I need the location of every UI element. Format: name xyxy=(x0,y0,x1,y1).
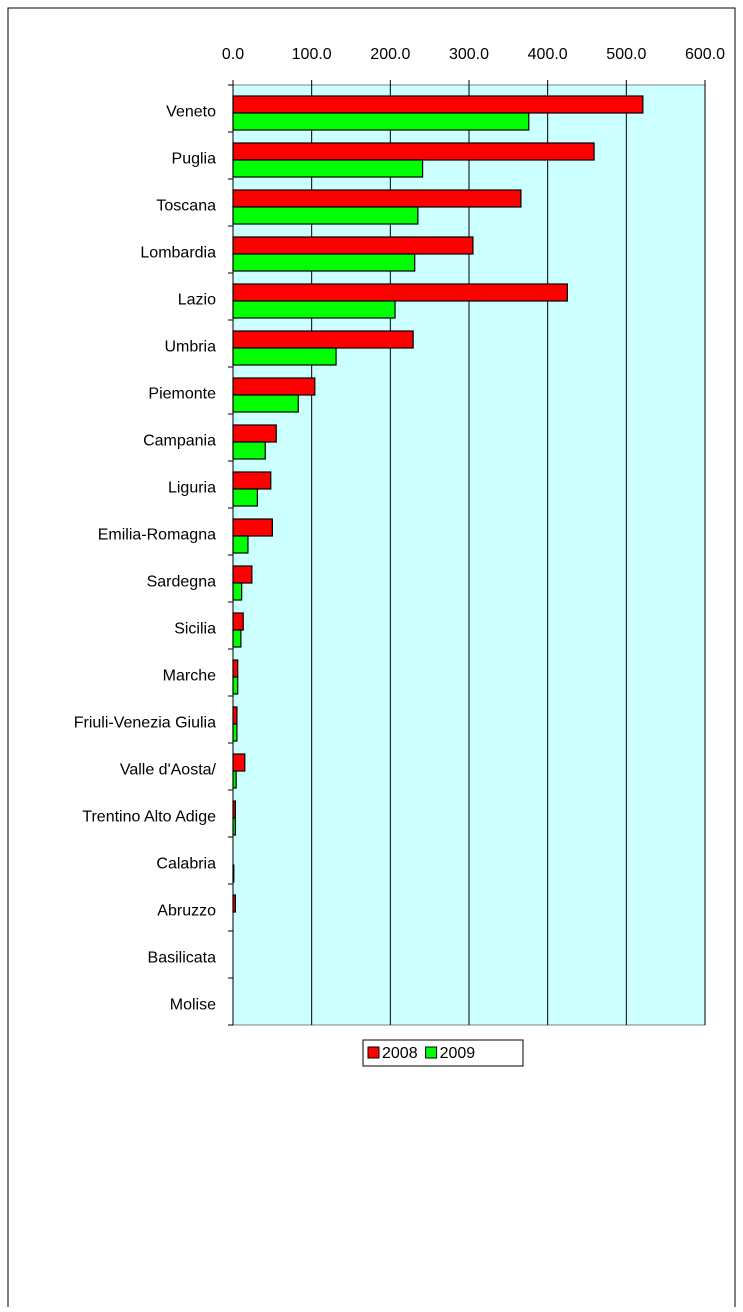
y-tick-label: Puglia xyxy=(172,151,217,168)
bar xyxy=(232,518,273,537)
bar xyxy=(232,394,299,413)
bar xyxy=(232,377,316,396)
x-tick-label: 200.0 xyxy=(370,46,410,63)
y-tick-label: Abruzzo xyxy=(157,903,216,920)
bar xyxy=(232,676,239,695)
bar xyxy=(232,770,237,789)
x-tick-label: 300.0 xyxy=(449,46,489,63)
x-tick-label: 600.0 xyxy=(685,46,725,63)
y-tick-label: Calabria xyxy=(156,856,216,873)
legend-swatch xyxy=(425,1046,438,1059)
legend-label: 2008 xyxy=(382,1045,418,1062)
bar xyxy=(232,236,474,255)
x-tick-label: 400.0 xyxy=(528,46,568,63)
bar xyxy=(232,159,424,178)
bar xyxy=(232,894,236,913)
bar xyxy=(232,283,568,302)
bar xyxy=(232,582,243,601)
y-tick-label: Sicilia xyxy=(174,621,216,638)
legend-label: 2009 xyxy=(440,1045,476,1062)
bar xyxy=(232,817,236,836)
bar xyxy=(232,659,239,678)
bar xyxy=(232,441,266,460)
bar xyxy=(232,189,522,208)
y-tick-label: Molise xyxy=(170,997,216,1014)
y-tick-label: Umbria xyxy=(164,339,216,356)
y-tick-label: Basilicata xyxy=(148,950,217,967)
bar xyxy=(232,142,595,161)
y-tick-label: Sardegna xyxy=(147,574,216,591)
bar xyxy=(232,488,258,507)
bar xyxy=(232,424,277,443)
bar xyxy=(232,347,337,366)
y-tick-label: Veneto xyxy=(166,104,216,121)
bar xyxy=(232,706,238,725)
y-tick-label: Friuli-Venezia Giulia xyxy=(74,715,216,732)
y-tick-label: Marche xyxy=(163,668,216,685)
y-tick-label: Trentino Alto Adige xyxy=(82,809,216,826)
bar xyxy=(232,565,253,584)
bar xyxy=(232,753,246,772)
bar xyxy=(232,300,396,319)
bar xyxy=(232,206,419,225)
y-tick-label: Piemonte xyxy=(148,386,216,403)
bar xyxy=(232,471,272,490)
bar xyxy=(232,535,249,554)
y-tick-label: Campania xyxy=(143,433,216,450)
x-tick-label: 0.0 xyxy=(222,46,244,63)
x-tick-label: 100.0 xyxy=(292,46,332,63)
bar xyxy=(232,612,244,631)
legend-box xyxy=(362,1039,524,1067)
y-tick-label: Toscana xyxy=(156,198,216,215)
bar xyxy=(232,864,235,883)
bar xyxy=(232,330,414,349)
bar xyxy=(232,723,238,742)
bar xyxy=(232,629,242,648)
legend-swatch xyxy=(367,1046,380,1059)
y-tick-label: Lazio xyxy=(178,292,216,309)
bar xyxy=(232,800,236,819)
y-tick-label: Liguria xyxy=(168,480,216,497)
y-tick-label: Lombardia xyxy=(140,245,216,262)
bar xyxy=(232,95,644,114)
bar xyxy=(232,112,530,131)
x-tick-label: 500.0 xyxy=(606,46,646,63)
y-tick-label: Emilia-Romagna xyxy=(98,527,216,544)
bar xyxy=(232,253,416,272)
y-tick-label: Valle d'Aosta/ xyxy=(120,762,217,779)
